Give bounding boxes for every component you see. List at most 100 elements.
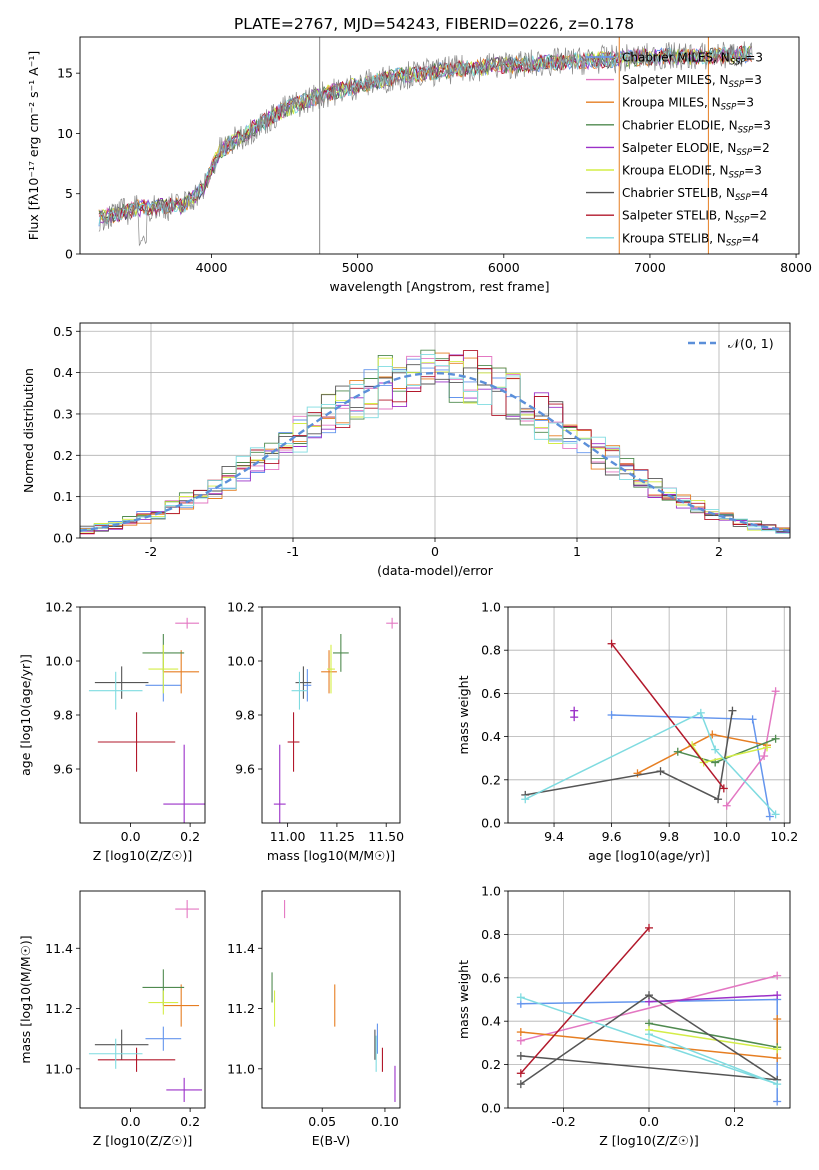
- mass-weight-line: [520, 994, 778, 1085]
- legend-label: Salpeter MILES, NSSP=3: [622, 73, 762, 90]
- y-tick-label: 0: [65, 247, 73, 262]
- mass-vs-ebv-panel: 0.05 0.10 11.0 11.2 11.4 E(B-V): [227, 890, 401, 1148]
- legend-label: Salpeter ELODIE, NSSP=2: [622, 141, 770, 158]
- x-tick-label: 0: [431, 544, 439, 559]
- axes-frame: [507, 890, 791, 1109]
- x-tick-label: 7000: [634, 260, 666, 275]
- x-tick-label: 11.00: [270, 829, 306, 844]
- y-tick-label: 0.3: [53, 406, 73, 421]
- x-tick-label: 0.2: [180, 829, 200, 844]
- y-tick-label: 9.8: [235, 708, 255, 723]
- age-vs-metallicity-panel: 0.0 0.2 9.6 9.8 10.0 10.2 Z [log10(Z/Z☉)] age […: [18, 600, 206, 863]
- y-tick-label: 0.8: [481, 643, 501, 658]
- plot-area: [80, 349, 790, 536]
- mass-weight-line: [525, 710, 734, 801]
- x-axis-label: Z [log10(Z/Z☉)]: [93, 1133, 193, 1148]
- plot-area: [271, 900, 396, 1102]
- data-spectrum: [98, 41, 753, 247]
- x-tick-label: 11.25: [319, 829, 355, 844]
- x-tick-label: 4000: [196, 260, 228, 275]
- y-tick-label: 11.2: [45, 1001, 73, 1016]
- y-tick-label: 0.0: [481, 1101, 501, 1116]
- y-axis-label: Normed distribution: [21, 368, 36, 493]
- x-tick-label: -2: [145, 544, 157, 559]
- axes-frame: [79, 890, 206, 1109]
- legend-label: Kroupa MILES, NSSP=3: [622, 96, 754, 113]
- legend-label: 𝒩(0, 1): [728, 336, 774, 351]
- x-tick-label: -1: [287, 544, 299, 559]
- x-axis-label: wavelength [Angstrom, rest frame]: [329, 279, 549, 294]
- x-tick-label: 6000: [488, 260, 520, 275]
- axes-frame: [79, 322, 791, 539]
- axes-frame: [261, 606, 401, 824]
- y-tick-label: 15: [57, 66, 73, 81]
- x-tick-label: 0.2: [725, 1114, 745, 1129]
- y-tick-label: 11.2: [227, 1001, 255, 1016]
- axes-frame: [507, 606, 791, 824]
- figure-title: PLATE=2767, MJD=54243, FIBERID=0226, z=0…: [234, 15, 634, 33]
- y-tick-label: 0.2: [53, 448, 73, 463]
- plot-area: [88, 617, 205, 823]
- y-tick-label: 10.0: [45, 654, 73, 669]
- y-tick-label: 0.6: [481, 686, 501, 701]
- legend-label: Chabrier STELIB, NSSP=4: [622, 186, 768, 203]
- mass-weight-line: [611, 643, 725, 789]
- x-tick-label: 0.0: [121, 829, 141, 844]
- y-tick-label: 0.2: [481, 772, 501, 787]
- x-tick-label: 0.0: [639, 1114, 659, 1129]
- y-tick-label: 11.0: [227, 1061, 255, 1076]
- age-vs-mass-panel: 11.00 11.25 11.50 9.6 9.8 10.0 10.2 mass [log10…: [227, 600, 404, 864]
- x-tick-label: 10.2: [770, 829, 798, 844]
- x-axis-label: E(B-V): [312, 1133, 351, 1148]
- x-axis-label: (data-model)/error: [377, 563, 494, 578]
- mass-weight-line: [520, 927, 650, 1074]
- y-axis-label: Flux [fλ10⁻¹⁷ erg cm⁻² s⁻¹ A⁻¹]: [26, 51, 41, 240]
- x-tick-label: 0.05: [308, 1114, 336, 1129]
- y-tick-label: 1.0: [481, 884, 501, 899]
- x-tick-label: 8000: [780, 260, 812, 275]
- x-tick-label: 9.8: [659, 829, 679, 844]
- x-tick-label: 9.4: [544, 829, 564, 844]
- plot-area: [521, 639, 780, 821]
- x-tick-label: 0.0: [121, 1114, 141, 1129]
- y-tick-label: 0.4: [481, 1014, 501, 1029]
- plot-area: [88, 900, 203, 1102]
- y-tick-label: 0.5: [53, 324, 73, 339]
- legend-label: Salpeter STELIB, NSSP=2: [622, 209, 767, 226]
- y-axis-label: mass weight: [456, 675, 471, 754]
- mass-vs-metallicity-panel: 0.0 0.2 11.0 11.2 11.4 Z [log10(Z/Z☉)] mass [l…: [18, 890, 206, 1148]
- legend-label: Chabrier MILES, NSSP=3: [622, 51, 763, 68]
- y-tick-label: 0.0: [53, 531, 73, 546]
- legend-label: Kroupa STELIB, NSSP=4: [622, 231, 759, 248]
- x-tick-label: 9.6: [602, 829, 622, 844]
- mass-weight-vs-age-panel: 9.4 9.6 9.8 10.0 10.2 0.0 0.2 0.4 0.6 0.8 1.0 age […: [456, 600, 798, 864]
- y-axis-label: age [log10(age/yr)]: [18, 654, 33, 776]
- mass-weight-vs-metallicity-panel: -0.2 0.0 0.2 0.0 0.2 0.4 0.6 0.8 1.0 Z [log10(Z/Z…: [456, 884, 791, 1148]
- y-tick-label: 9.6: [53, 762, 73, 777]
- x-tick-label: 0.10: [371, 1114, 399, 1129]
- y-tick-label: 0.0: [481, 816, 501, 831]
- normal-curve: [80, 371, 790, 532]
- mass-weight-line: [524, 711, 777, 815]
- x-axis-label: Z [log10(Z/Z☉)]: [599, 1133, 699, 1148]
- y-axis-label: mass [log10(M/M☉)]: [18, 935, 33, 1063]
- x-tick-label: 5000: [342, 260, 374, 275]
- x-axis-label: Z [log10(Z/Z☉)]: [93, 848, 193, 863]
- y-tick-label: 10.2: [227, 600, 255, 615]
- y-tick-label: 5: [65, 186, 73, 201]
- axes-frame: [79, 606, 206, 824]
- residual-histogram-panel: -2 -1 0 1 2 0.0 0.1 0.2 0.3 0.4 0.5 (data-model)/er…: [21, 322, 791, 578]
- y-tick-label: 10.2: [45, 600, 73, 615]
- y-tick-label: 9.8: [53, 708, 73, 723]
- y-tick-label: 0.2: [481, 1057, 501, 1072]
- mass-weight-line: [648, 1022, 778, 1048]
- mass-weight-line: [611, 714, 771, 817]
- y-tick-label: 9.6: [235, 762, 255, 777]
- plot-area: [516, 923, 782, 1106]
- y-tick-label: 11.0: [45, 1061, 73, 1076]
- mass-weight-line: [648, 1029, 778, 1051]
- spectrum-panel: 4000 5000 6000 7000 8000 0 5 10 15 wavelength [An…: [26, 36, 812, 294]
- y-tick-label: 11.4: [45, 941, 73, 956]
- y-tick-label: 10.0: [227, 654, 255, 669]
